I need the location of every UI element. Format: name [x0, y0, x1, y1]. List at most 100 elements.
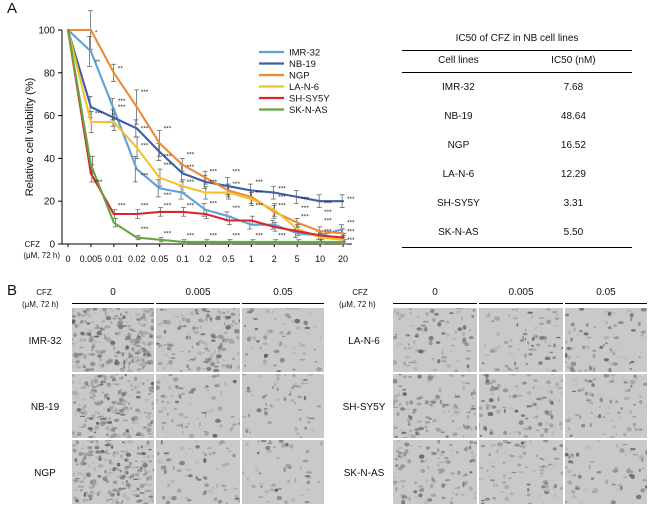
cell-blob: [221, 463, 227, 467]
cell-blob: [565, 313, 569, 317]
cell-blob: [82, 498, 88, 500]
cell-blob: [126, 453, 132, 457]
cell-blob: [469, 409, 472, 414]
cell-blob: [226, 364, 229, 367]
cell-blob: [398, 402, 402, 407]
micrograph-background: [156, 374, 240, 438]
x-tick-label: 5: [295, 254, 300, 264]
legend-label: IMR-32: [289, 48, 320, 59]
cell-blob: [93, 378, 99, 384]
cell-blob: [525, 417, 529, 420]
cell-blob: [472, 389, 476, 392]
cell-blob: [74, 397, 80, 399]
cell-blob: [195, 312, 200, 315]
cell-blob: [111, 485, 114, 487]
cell-blob: [623, 382, 628, 384]
cell-blob: [599, 345, 604, 349]
cell-blob: [552, 424, 557, 426]
cell-blob: [398, 451, 403, 455]
cell-blob: [102, 476, 107, 479]
cell-blob: [404, 449, 409, 454]
cell-blob: [309, 417, 315, 420]
cell-blob: [263, 335, 268, 340]
cell-blob: [182, 318, 188, 321]
cell-blob: [222, 336, 225, 340]
cell-blob: [400, 500, 406, 502]
cell-blob: [187, 332, 192, 335]
y-tick-label: 80: [44, 68, 56, 79]
cell-blob: [529, 440, 532, 444]
cell-blob: [229, 427, 232, 432]
cell-blob: [245, 353, 249, 356]
cell-blob: [77, 333, 80, 335]
cell-blob: [435, 395, 441, 400]
cell-blob: [299, 465, 302, 470]
cell-blob: [113, 427, 118, 429]
cell-blob: [420, 324, 427, 327]
cell-blob: [202, 434, 207, 437]
cell-blob: [435, 341, 441, 344]
cell-blob: [527, 311, 533, 314]
cell-blob: [120, 413, 126, 416]
cell-blob: [502, 440, 508, 444]
cell-blob: [151, 318, 154, 324]
cell-blob: [493, 483, 496, 488]
cell-blob: [589, 423, 593, 427]
cell-blob: [152, 407, 154, 410]
cell-blob: [150, 420, 154, 422]
cell-blob: [406, 346, 413, 350]
significance-mark: ***: [210, 233, 218, 240]
cell-blob: [84, 418, 88, 423]
data-point: [181, 210, 184, 213]
cell-blob: [237, 351, 240, 356]
cell-blob: [179, 460, 185, 466]
cell-blob: [416, 397, 421, 400]
cell-blob: [79, 338, 84, 342]
cell-blob: [98, 490, 102, 493]
cell-blob: [92, 397, 95, 401]
cell-blob: [79, 346, 84, 349]
cell-blob: [507, 367, 511, 370]
data-point: [181, 191, 184, 194]
cell-blob: [454, 411, 460, 416]
cell-blob: [141, 323, 146, 327]
cell-blob: [156, 380, 161, 384]
data-point: [296, 221, 299, 224]
cell-blob: [87, 308, 90, 312]
cell-blob: [430, 404, 435, 409]
micrograph-left-r2-c0: [72, 440, 154, 504]
cell-blob: [125, 321, 128, 324]
cell-blob: [174, 407, 177, 410]
cell-blob: [225, 339, 228, 343]
data-point: [204, 240, 207, 243]
cell-blob: [542, 336, 547, 340]
panel-a-label: A: [7, 0, 18, 17]
cell-blob: [420, 353, 424, 355]
cell-blob: [541, 465, 546, 468]
cell-blob: [233, 487, 238, 490]
cell-blob: [148, 490, 152, 492]
cell-blob: [526, 374, 532, 377]
cell-blob: [481, 502, 485, 504]
cell-blob: [96, 421, 100, 425]
cell-blob: [587, 379, 593, 383]
cell-blob: [526, 405, 533, 408]
cell-blob: [571, 489, 575, 494]
cell-blob: [285, 442, 289, 447]
cell-blob: [157, 323, 163, 326]
cell-blob: [100, 381, 103, 386]
cell-blob: [462, 482, 465, 488]
significance-mark: ***: [210, 200, 218, 207]
cell-blob: [146, 360, 153, 365]
cell-blob: [490, 392, 494, 395]
cell-blob: [186, 359, 192, 362]
cell-blob: [72, 360, 75, 363]
cell-blob: [256, 339, 260, 343]
cell-blob: [235, 494, 238, 500]
cell-blob: [585, 444, 592, 450]
cell-blob: [226, 316, 232, 319]
cell-blob: [615, 400, 619, 404]
cell-blob: [461, 374, 465, 377]
cell-blob: [237, 478, 240, 483]
cell-blob: [418, 490, 422, 492]
